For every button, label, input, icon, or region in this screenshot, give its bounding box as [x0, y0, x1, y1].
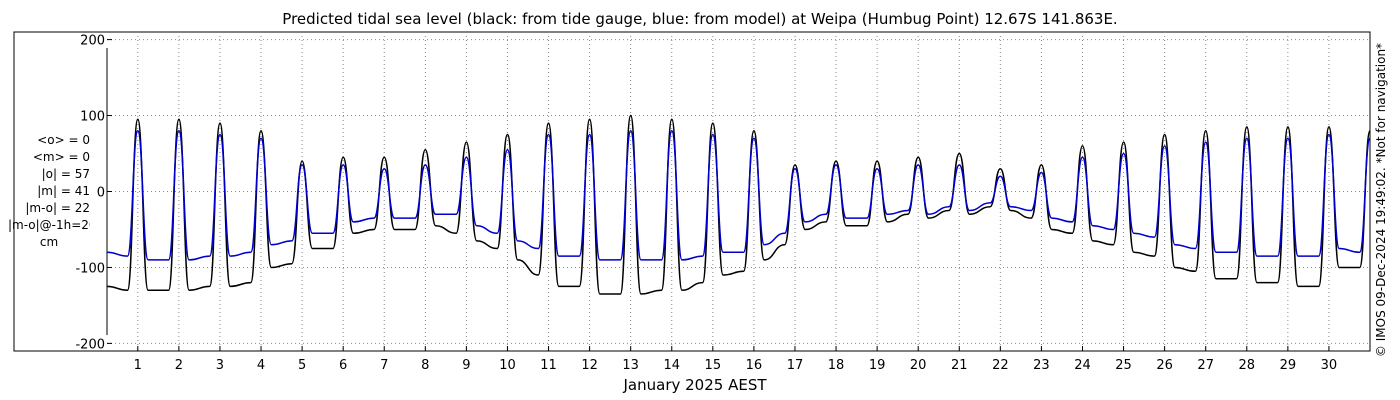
x-tick-label: 22: [992, 358, 1009, 373]
series-line-from-tide-gauge: [106, 114, 1371, 295]
stat-abs-diff-lag: |m-o|@-1h=20: [8, 218, 90, 232]
x-tick-label: 2: [175, 358, 183, 373]
stat-abs-model: |m| = 41: [37, 184, 90, 198]
x-tick-label: 14: [663, 358, 680, 373]
x-tick-label: 25: [1115, 358, 1132, 373]
credit-text: © IMOS 09-Dec-2024 19:49:02. *Not for na…: [1374, 42, 1388, 358]
x-tick-label: 8: [421, 358, 429, 373]
y-tick-label: 200: [80, 34, 105, 49]
stat-unit: cm: [39, 235, 59, 249]
x-tick-label: 24: [1074, 358, 1091, 373]
stat-abs-obs: |o| = 57: [41, 167, 90, 181]
y-tick-label: -100: [75, 261, 105, 276]
x-axis-label: January 2025 AEST: [623, 376, 767, 394]
x-tick-label: 29: [1280, 358, 1297, 373]
stats-panel: <o> = 0 <m> = 0 |o| = 57 |m| = 41 |m-o| …: [8, 132, 90, 251]
y-tick-label: 0: [97, 186, 105, 201]
outer-frame: [13, 31, 1371, 352]
x-tick-label: 30: [1321, 358, 1338, 373]
x-tick-label: 28: [1239, 358, 1256, 373]
x-tick-label: 11: [540, 358, 557, 373]
stat-mean-model: <m> = 0: [32, 150, 90, 164]
x-tick-label: 7: [380, 358, 388, 373]
x-tick-label: 6: [339, 358, 347, 373]
x-tick-label: 3: [216, 358, 224, 373]
x-tick-label: 16: [746, 358, 763, 373]
x-tick-label: 26: [1156, 358, 1173, 373]
series-layer: [106, 114, 1371, 295]
x-tick-label: 18: [828, 358, 845, 373]
stat-mean-obs: <o> = 0: [37, 133, 90, 147]
x-tick-label: 13: [622, 358, 639, 373]
stat-abs-diff: |m-o| = 22: [25, 201, 90, 215]
x-tick-label: 4: [257, 358, 265, 373]
x-tick-label: 19: [869, 358, 886, 373]
y-tick-label: 100: [80, 110, 105, 125]
x-tick-label: 10: [499, 358, 516, 373]
series-line-from-model: [106, 129, 1371, 261]
grid: [107, 32, 1370, 351]
x-tick-label: 21: [951, 358, 968, 373]
x-tick-label: 17: [787, 358, 804, 373]
chart-title: Predicted tidal sea level (black: from t…: [282, 10, 1118, 28]
x-tick-label: 5: [298, 358, 306, 373]
x-tick-label: 12: [581, 358, 598, 373]
x-tick-label: 1: [134, 358, 142, 373]
y-tick-label: -200: [75, 337, 105, 352]
x-tick-label: 20: [910, 358, 927, 373]
x-tick-label: 15: [705, 358, 722, 373]
x-tick-label: 9: [462, 358, 470, 373]
x-tick-label: 27: [1197, 358, 1214, 373]
x-tick-label: 23: [1033, 358, 1050, 373]
